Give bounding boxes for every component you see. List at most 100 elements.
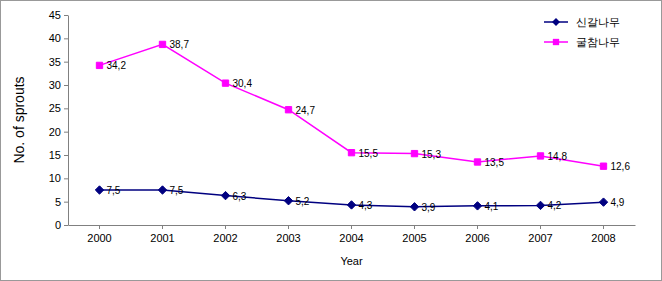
data-label: 13,5 bbox=[485, 157, 505, 168]
x-tick-mark bbox=[351, 225, 352, 229]
x-tick-label: 2001 bbox=[150, 232, 174, 244]
y-tick-label: 35 bbox=[49, 56, 61, 68]
y-axis-title: No. of sprouts bbox=[11, 76, 27, 163]
x-tick: 2006 bbox=[465, 225, 489, 244]
x-tick: 2004 bbox=[339, 225, 363, 244]
marks bbox=[95, 41, 607, 211]
y-tick-mark bbox=[64, 155, 68, 156]
y-tick-label: 30 bbox=[49, 79, 61, 91]
y-tick-label: 5 bbox=[55, 196, 61, 208]
y-tick-mark bbox=[64, 85, 68, 86]
x-tick-mark bbox=[477, 225, 478, 229]
x-tick-label: 2006 bbox=[465, 232, 489, 244]
legend-marker bbox=[552, 18, 560, 26]
data-label: 4,9 bbox=[611, 197, 625, 208]
chart: 0510152025303540452000200120022003200420… bbox=[0, 0, 662, 281]
y-tick-label: 45 bbox=[49, 9, 61, 21]
legend-entry: 굴참나무 bbox=[544, 36, 620, 48]
data-label: 34,2 bbox=[107, 60, 127, 71]
data-label: 24,7 bbox=[296, 105, 316, 116]
x-tick: 2000 bbox=[87, 225, 111, 244]
x-tick-mark bbox=[225, 225, 226, 229]
point-marker bbox=[348, 150, 354, 156]
x-tick-label: 2005 bbox=[402, 232, 426, 244]
y-tick-label: 40 bbox=[49, 32, 61, 44]
x-axis: 2000 2001 2002 2003 2004 2005 2006 2007 2008 bbox=[69, 225, 636, 244]
data-label: 30,4 bbox=[233, 78, 253, 89]
x-tick-label: 2007 bbox=[528, 232, 552, 244]
x-tick: 2008 bbox=[591, 225, 615, 244]
y-tick: 35 bbox=[49, 56, 68, 68]
x-tick-mark bbox=[99, 225, 100, 229]
legend-label: 굴참나무 bbox=[576, 36, 620, 48]
data-label: 5,2 bbox=[296, 196, 310, 207]
data-labels: 7,57,56,35,24,33,94,14,24,934,238,730,42… bbox=[107, 39, 631, 212]
y-tick: 40 bbox=[49, 32, 68, 44]
legend-entry: 신갈나무 bbox=[544, 16, 620, 28]
x-tick-label: 2003 bbox=[276, 232, 300, 244]
y-tick: 0 bbox=[55, 219, 68, 231]
point-marker bbox=[536, 201, 544, 209]
x-tick-label: 2000 bbox=[87, 232, 111, 244]
x-tick: 2001 bbox=[150, 225, 174, 244]
data-label: 15,3 bbox=[422, 149, 442, 160]
y-tick: 15 bbox=[49, 149, 68, 161]
x-tick-mark bbox=[414, 225, 415, 229]
point-marker bbox=[285, 107, 291, 113]
y-tick-label: 10 bbox=[49, 172, 61, 184]
point-marker bbox=[410, 203, 418, 211]
point-marker bbox=[96, 62, 102, 68]
y-tick-mark bbox=[64, 62, 68, 63]
point-marker bbox=[411, 150, 417, 156]
x-tick: 2002 bbox=[213, 225, 237, 244]
point-marker bbox=[221, 191, 229, 199]
point-marker bbox=[95, 186, 103, 194]
x-tick-label: 2002 bbox=[213, 232, 237, 244]
x-tick: 2003 bbox=[276, 225, 300, 244]
point-marker bbox=[474, 159, 480, 165]
data-label: 4,3 bbox=[359, 200, 373, 211]
y-tick-mark bbox=[64, 178, 68, 179]
point-marker bbox=[159, 41, 165, 47]
x-tick-label: 2008 bbox=[591, 232, 615, 244]
x-tick-mark bbox=[162, 225, 163, 229]
y-tick-label: 0 bbox=[55, 219, 61, 231]
x-tick-mark bbox=[540, 225, 541, 229]
y-tick-label: 15 bbox=[49, 149, 61, 161]
y-tick: 45 bbox=[49, 9, 68, 21]
y-tick-label: 25 bbox=[49, 102, 61, 114]
x-tick-label: 2004 bbox=[339, 232, 363, 244]
y-tick-mark bbox=[64, 225, 68, 226]
point-marker bbox=[537, 153, 543, 159]
data-label: 6,3 bbox=[233, 191, 247, 202]
x-tick-mark bbox=[288, 225, 289, 229]
x-axis-title: Year bbox=[340, 255, 363, 267]
data-label: 38,7 bbox=[170, 39, 190, 50]
y-tick: 30 bbox=[49, 79, 68, 91]
series-line bbox=[100, 44, 604, 166]
y-tick-mark bbox=[64, 202, 68, 203]
y-tick: 20 bbox=[49, 126, 68, 138]
x-tick: 2007 bbox=[528, 225, 552, 244]
point-marker bbox=[158, 186, 166, 194]
legend-label: 신갈나무 bbox=[576, 16, 620, 28]
y-tick-label: 20 bbox=[49, 126, 61, 138]
y-tick-mark bbox=[64, 15, 68, 16]
y-tick: 25 bbox=[49, 102, 68, 114]
y-tick: 5 bbox=[55, 196, 68, 208]
data-label: 7,5 bbox=[107, 185, 121, 196]
data-label: 4,2 bbox=[548, 200, 562, 211]
data-label: 12,6 bbox=[611, 161, 631, 172]
data-label: 15,5 bbox=[359, 148, 379, 159]
x-tick-mark bbox=[603, 225, 604, 229]
plot: 0510152025303540452000200120022003200420… bbox=[49, 9, 636, 244]
point-marker bbox=[284, 197, 292, 205]
legend-marker bbox=[553, 39, 559, 45]
x-tick: 2005 bbox=[402, 225, 426, 244]
data-label: 7,5 bbox=[170, 185, 184, 196]
y-tick: 10 bbox=[49, 172, 68, 184]
point-marker bbox=[222, 80, 228, 86]
y-tick-mark bbox=[64, 132, 68, 133]
frame bbox=[1, 1, 662, 281]
y-tick-mark bbox=[64, 108, 68, 109]
